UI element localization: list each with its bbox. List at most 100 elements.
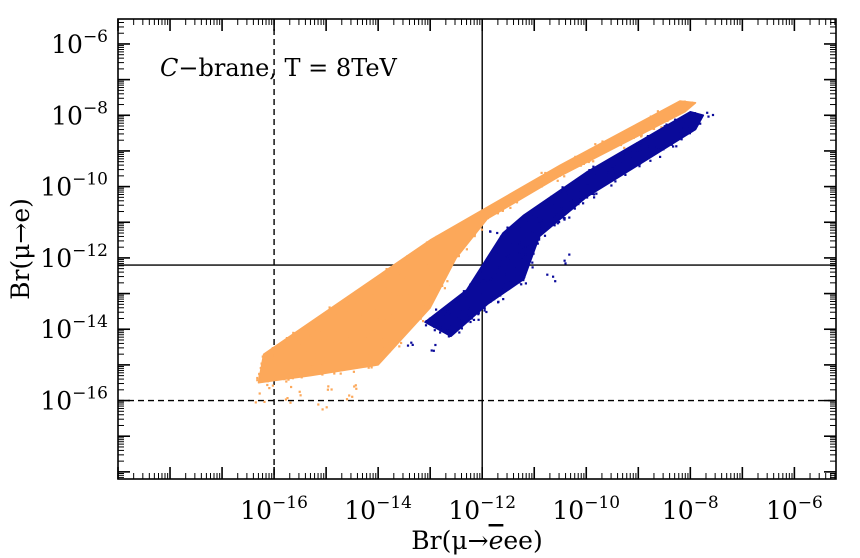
series-orange-point — [391, 295, 394, 298]
series-blue-outlier — [444, 315, 447, 318]
series-blue-point — [505, 238, 508, 241]
series-blue-outlier — [711, 113, 715, 117]
series-orange-point — [419, 314, 422, 317]
series-blue-point — [634, 144, 637, 147]
series-blue-outlier — [506, 242, 509, 245]
series-blue-point — [532, 213, 535, 216]
series-orange-point — [378, 334, 381, 337]
series-blue-point — [524, 247, 527, 250]
series-blue-outlier — [706, 111, 709, 114]
series-orange-point — [328, 325, 331, 328]
series-blue-point — [518, 224, 521, 227]
series-blue-point — [618, 171, 621, 174]
series-orange-point — [312, 359, 315, 362]
series-blue-point — [655, 146, 658, 149]
series-blue-point — [494, 273, 497, 276]
series-blue-point — [458, 331, 461, 334]
series-orange-point — [423, 303, 426, 306]
series-orange-point — [674, 107, 677, 110]
series-blue-point — [518, 281, 521, 284]
series-orange-point — [341, 368, 344, 371]
series-blue-point — [448, 312, 451, 315]
series-orange-point — [597, 150, 600, 153]
series-orange-point — [660, 126, 663, 129]
series-blue-point — [467, 301, 471, 304]
series-orange-point — [491, 212, 494, 215]
series-blue-point — [688, 118, 691, 121]
series-orange-point — [394, 326, 397, 329]
series-blue-point — [477, 318, 480, 321]
series-orange-point — [344, 338, 347, 341]
series-orange-point — [361, 310, 364, 313]
series-orange-point — [378, 322, 381, 325]
series-blue-point — [659, 155, 662, 158]
series-orange-point — [388, 277, 391, 280]
series-orange-point — [377, 305, 380, 308]
series-orange-point — [425, 293, 428, 297]
series-blue-point — [611, 167, 614, 170]
series-orange-point — [435, 238, 438, 241]
series-orange-point — [302, 329, 306, 332]
series-orange-point — [384, 287, 387, 290]
series-blue-point — [498, 266, 501, 269]
series-orange-point — [355, 297, 358, 300]
series-orange-point — [310, 343, 313, 346]
series-blue-point — [485, 263, 488, 266]
series-orange-point — [280, 347, 283, 350]
series-orange-point — [296, 348, 299, 351]
series-orange-point — [416, 314, 419, 317]
series-blue-point — [520, 238, 524, 241]
series-orange-point — [315, 341, 318, 344]
series-blue-point — [462, 318, 465, 321]
series-blue-point — [683, 120, 687, 123]
series-orange-point — [376, 279, 379, 282]
series-blue-point — [499, 245, 503, 248]
series-blue-point — [602, 165, 605, 168]
series-blue-point — [517, 234, 520, 237]
series-blue-point — [562, 213, 565, 216]
series-orange-point — [393, 329, 396, 333]
series-orange-point — [331, 357, 334, 360]
series-orange-point — [437, 274, 440, 277]
series-blue-point — [444, 321, 447, 324]
series-orange-point — [416, 306, 419, 309]
series-orange-point — [300, 341, 303, 344]
series-blue-outlier — [505, 246, 509, 249]
series-orange-point — [403, 276, 406, 279]
series-orange-point — [283, 378, 286, 381]
series-orange-point — [509, 206, 512, 209]
series-blue-point — [481, 288, 485, 291]
series-orange-point — [651, 127, 654, 130]
series-blue-point — [509, 269, 512, 272]
series-blue-point — [428, 320, 431, 323]
series-orange-point — [262, 364, 265, 367]
series-orange-point — [594, 143, 597, 146]
series-blue-point — [670, 143, 673, 146]
series-blue-point — [606, 165, 609, 169]
series-blue-point — [524, 246, 527, 249]
series-orange-point — [500, 203, 503, 206]
series-orange-point — [370, 366, 373, 369]
series-blue-point — [654, 143, 657, 147]
series-orange-point — [368, 354, 371, 357]
series-orange-point — [456, 245, 459, 249]
series-orange-outlier — [271, 384, 274, 387]
series-blue-point — [462, 311, 465, 314]
series-blue-point — [610, 165, 613, 168]
series-blue-point — [584, 194, 587, 197]
series-blue-point — [450, 323, 453, 326]
series-orange-point — [416, 272, 419, 276]
series-blue-point — [457, 300, 460, 303]
series-blue-point — [481, 279, 484, 282]
series-orange-point — [391, 292, 394, 295]
series-blue-point — [502, 288, 505, 291]
y-axis-title: Br(μ→e) — [6, 198, 35, 300]
series-orange-point — [305, 349, 308, 352]
series-orange-point — [400, 312, 403, 315]
series-blue-point — [650, 137, 653, 140]
series-blue-point — [532, 236, 535, 239]
series-orange-point — [316, 371, 319, 374]
series-blue-point — [466, 317, 469, 320]
series-blue-outlier — [552, 275, 555, 278]
series-orange-point — [540, 171, 543, 174]
